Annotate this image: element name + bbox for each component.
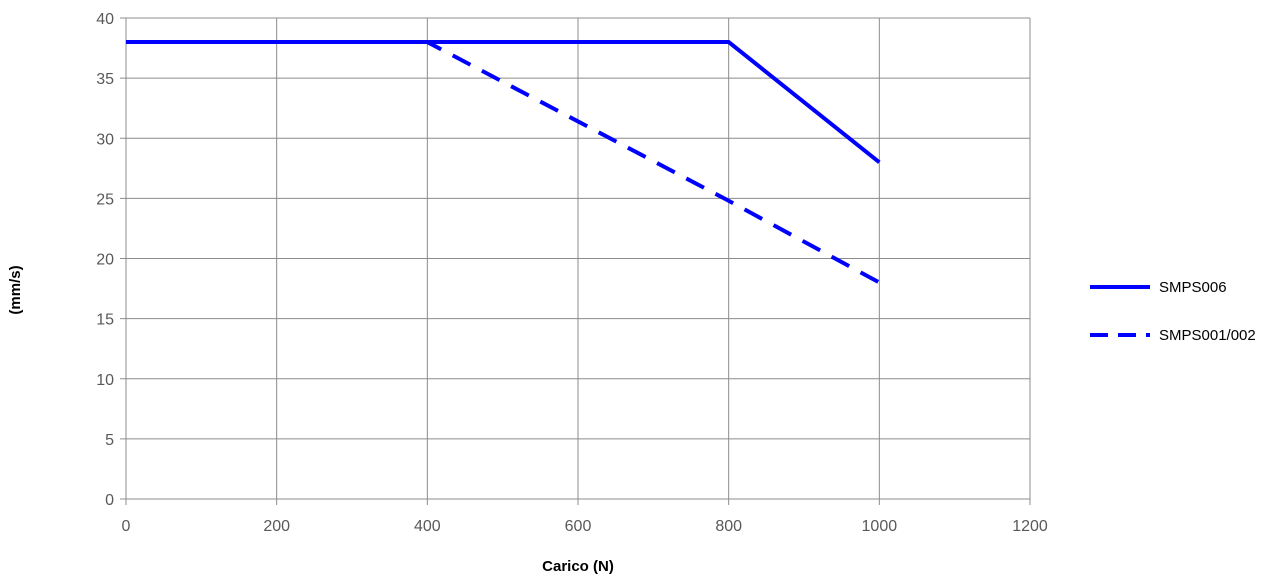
y-tick-label: 30 <box>96 131 114 148</box>
y-tick-label: 35 <box>96 71 114 88</box>
y-tick-label: 0 <box>105 492 114 509</box>
x-tick-label: 1000 <box>862 518 898 535</box>
y-tick-label: 20 <box>96 252 114 269</box>
y-tick-label: 25 <box>96 191 114 208</box>
x-tick-label: 800 <box>715 518 742 535</box>
axes <box>120 17 1031 505</box>
legend-label-1: SMPS006 <box>1159 279 1227 296</box>
series-line-2 <box>126 40 881 285</box>
grid <box>126 17 1031 499</box>
legend: SMPS006 SMPS001/002 <box>1090 279 1256 344</box>
x-tick-label: 200 <box>263 518 290 535</box>
x-tick-label: 0 <box>122 518 131 535</box>
y-tick-label: 10 <box>96 372 114 389</box>
legend-label-2: SMPS001/002 <box>1159 327 1256 344</box>
x-tick-labels: 0 200 400 600 800 1000 1200 <box>122 518 1048 535</box>
y-tick-label: 5 <box>105 432 114 449</box>
series-lines <box>126 40 881 285</box>
x-tick-label: 400 <box>414 518 441 535</box>
series-line-1 <box>126 40 881 164</box>
y-tick-labels: 0 5 10 15 20 25 30 35 40 <box>96 11 114 509</box>
x-axis-label: Carico (N) <box>542 558 614 575</box>
y-tick-label: 40 <box>96 11 114 28</box>
x-tick-label: 600 <box>565 518 592 535</box>
y-tick-label: 15 <box>96 312 114 329</box>
x-tick-label: 1200 <box>1012 518 1048 535</box>
y-axis-label: (mm/s) <box>7 265 24 314</box>
